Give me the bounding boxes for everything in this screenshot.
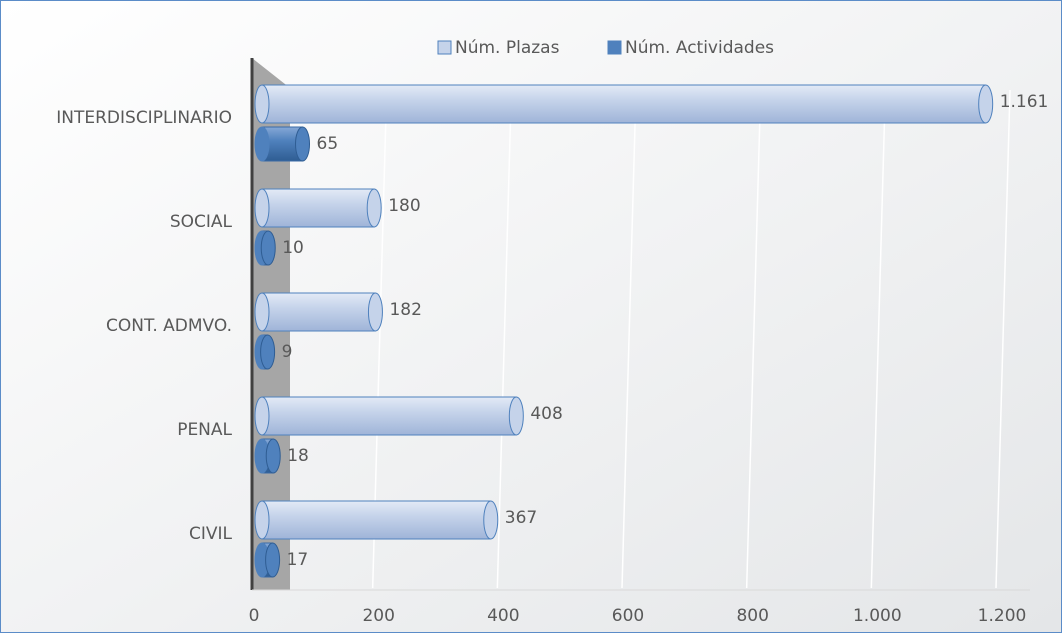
y-tick-label: CONT. ADMVO. xyxy=(106,316,232,336)
bar xyxy=(261,500,492,540)
grid-line xyxy=(745,89,762,589)
x-tick-label: 1.000 xyxy=(853,606,902,626)
bar-cap xyxy=(265,542,281,578)
data-label: 408 xyxy=(530,404,562,424)
x-tick-label: 1.200 xyxy=(978,606,1027,626)
bar-cap xyxy=(483,500,499,540)
bar-cap xyxy=(508,396,524,436)
x-tick-label: 800 xyxy=(736,606,768,626)
x-tick-label: 0 xyxy=(249,606,260,626)
bar-cap xyxy=(254,396,270,436)
legend-swatch xyxy=(607,40,622,55)
x-tick-label: 200 xyxy=(362,606,394,626)
bar-cap xyxy=(254,126,270,162)
grid-line xyxy=(621,89,637,589)
y-tick-label: PENAL xyxy=(177,420,232,440)
data-label: 182 xyxy=(389,300,421,320)
data-label: 9 xyxy=(282,342,293,362)
data-label: 65 xyxy=(317,134,339,154)
bar-cap xyxy=(367,292,383,332)
bar-cap xyxy=(978,84,994,124)
bar xyxy=(261,292,376,332)
legend-label: Núm. Actividades xyxy=(625,38,774,58)
data-label: 10 xyxy=(282,238,304,258)
y-tick-label: SOCIAL xyxy=(170,212,233,232)
data-label: 367 xyxy=(505,508,537,528)
bar-cap xyxy=(260,334,276,370)
bar-cap xyxy=(254,292,270,332)
x-tick-label: 400 xyxy=(487,606,519,626)
bar-cap xyxy=(254,84,270,124)
bar-cap xyxy=(254,188,270,228)
bar-cap xyxy=(265,438,281,474)
legend-label: Núm. Plazas xyxy=(455,38,560,58)
bar xyxy=(261,84,987,124)
data-label: 18 xyxy=(287,446,309,466)
bar-cap xyxy=(254,500,270,540)
data-label: 17 xyxy=(287,550,309,570)
x-tick-label: 600 xyxy=(612,606,644,626)
grid-line xyxy=(496,89,513,589)
legend-swatch xyxy=(437,40,452,55)
bar-cap xyxy=(260,230,276,266)
data-label: 1.161 xyxy=(1000,92,1049,112)
bar xyxy=(261,188,375,228)
bar-cap xyxy=(366,188,382,228)
y-tick-label: CIVIL xyxy=(189,524,233,544)
y-tick-label: INTERDISCIPLINARIO xyxy=(56,108,232,128)
bar-cap xyxy=(295,126,311,162)
grid-line xyxy=(870,89,887,589)
grid-line xyxy=(995,89,1011,589)
data-label: 180 xyxy=(388,196,420,216)
bar xyxy=(261,396,517,436)
